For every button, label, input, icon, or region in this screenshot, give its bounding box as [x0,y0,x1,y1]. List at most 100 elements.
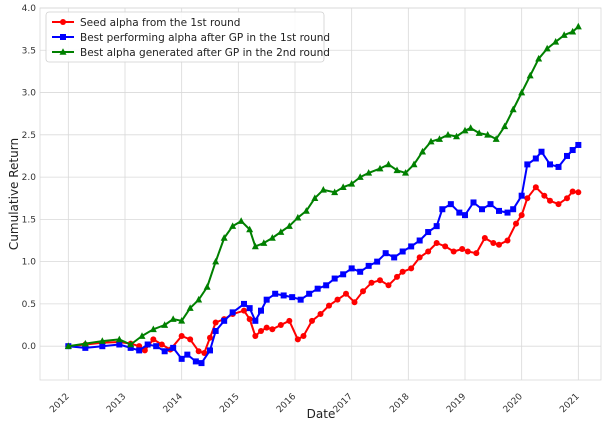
data-point [246,305,253,312]
data-point [258,307,264,314]
data-point [115,335,123,343]
data-point [326,302,332,309]
data-point [473,250,480,257]
data-point [141,347,148,354]
data-point [419,147,426,155]
y-tick-label: 1.0 [22,258,37,268]
series-2 [65,141,582,367]
data-point [348,180,356,187]
data-point [382,250,389,257]
data-point [246,225,254,233]
data-point [394,273,400,280]
data-point [385,282,392,289]
legend-item: Best alpha generated after GP in the 2nd… [52,47,330,59]
y-tick-label: 3.0 [22,89,37,99]
data-point [340,271,347,278]
data-point [297,296,304,303]
data-point [492,135,500,142]
y-axis-title: Cumulative Return [7,138,21,250]
data-point [207,334,213,341]
legend-label: Best performing alpha after GP in the 1s… [80,32,330,44]
data-point [416,237,423,244]
data-point [252,317,259,324]
data-point [450,248,457,255]
data-point [331,275,338,282]
data-point [504,209,511,216]
data-point [377,277,383,284]
data-point [116,341,123,348]
data-point [241,300,247,307]
data-point [161,321,169,328]
data-point [339,183,347,191]
x-tick-label: 2018 [388,392,411,415]
data-point [201,349,208,356]
legend: Seed alpha from the 1st round Best perfor… [45,11,330,63]
data-point [351,299,358,306]
data-point [504,237,511,244]
legend-item: Seed alpha from the 1st round [52,17,240,29]
data-point [425,248,432,255]
data-point [575,189,582,196]
data-point [263,324,270,331]
data-point [150,336,157,343]
data-point [192,358,199,365]
data-point [178,317,186,324]
data-point [555,163,562,170]
data-point [399,268,406,275]
data-point [260,239,268,246]
data-point [241,307,247,314]
data-point [300,333,307,340]
data-point [331,188,339,196]
data-point [294,213,302,221]
data-point [99,343,106,350]
data-point [229,222,237,229]
data-point [319,185,327,193]
y-tick-label: 1.5 [22,215,36,225]
data-point [289,294,296,301]
data-point [229,309,236,316]
data-point [541,192,548,199]
x-tick-label: 2020 [502,392,525,415]
y-tick-label: 0.5 [22,300,36,310]
data-point [277,228,285,235]
data-point [532,184,539,191]
data-point [408,243,415,250]
data-point [399,248,406,255]
data-point [252,333,259,340]
data-point [212,319,219,326]
x-tick-label: 2013 [105,392,128,415]
data-point [436,135,443,142]
data-point [543,44,551,52]
data-point [433,240,440,247]
data-point [569,27,577,35]
data-point [187,336,194,343]
data-point [221,317,228,324]
data-point [365,169,373,176]
data-point [575,141,582,148]
data-point [314,285,321,292]
data-point [518,88,526,96]
data-point [425,229,432,236]
data-point [311,194,319,202]
data-point [81,339,89,347]
data-point [203,283,211,290]
data-point [368,279,375,286]
legend-marker [59,48,67,55]
data-point [518,212,525,219]
y-tick-labels: 0.0 0.5 1.0 1.5 2.0 2.5 3.0 3.5 4.0 [22,4,37,352]
data-point [186,304,194,311]
data-point [184,351,191,358]
data-point [470,199,477,206]
data-point [524,195,531,202]
data-point [456,209,463,216]
data-point [391,254,398,261]
data-point [547,197,553,204]
x-axis-title: Date [307,407,336,421]
data-point [149,325,157,333]
data-point [467,124,475,131]
data-point [564,195,570,202]
data-point [547,161,553,168]
data-point [402,169,409,176]
data-point [552,38,560,45]
